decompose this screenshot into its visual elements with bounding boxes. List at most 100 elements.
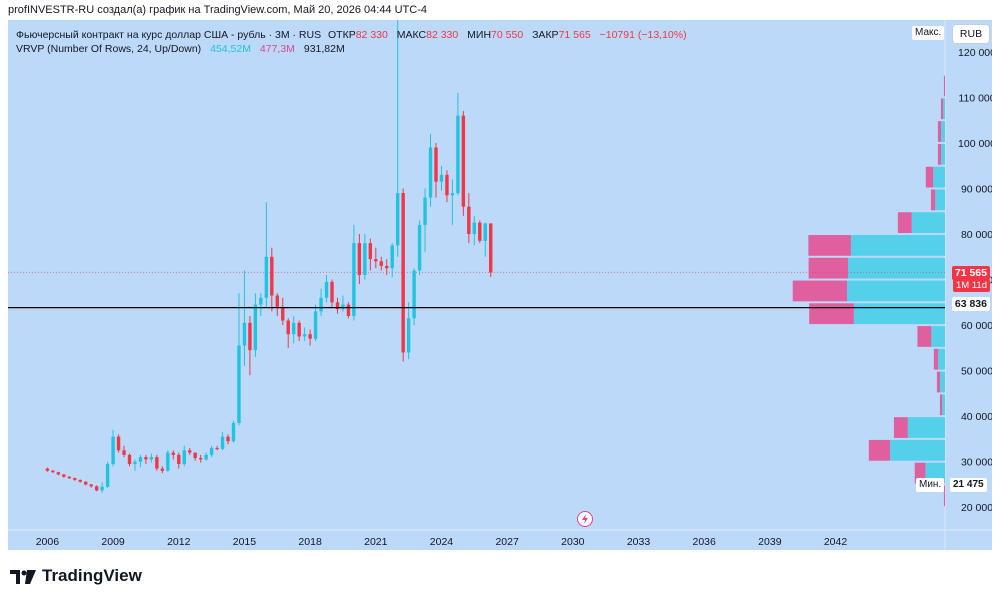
x-tick-label: 2030	[561, 536, 585, 548]
legend-open-label: ОТКР	[328, 29, 356, 41]
candle-body	[467, 206, 471, 235]
candle-body	[160, 468, 165, 471]
volume-profile-down-bar	[897, 212, 912, 234]
min-value-badge: 21 475	[950, 478, 987, 492]
candle-body	[215, 448, 219, 450]
candle-body	[111, 436, 115, 464]
candle-body	[275, 295, 279, 307]
volume-profile-down-bar	[937, 143, 942, 165]
candle-body	[302, 334, 307, 337]
candle-body	[149, 457, 154, 460]
volume-profile-down-bar	[937, 121, 942, 142]
x-tick-label: 2033	[627, 536, 651, 548]
legend-open-value: 82 330	[355, 29, 388, 41]
candle-body	[270, 256, 274, 296]
x-tick-label: 2024	[430, 536, 454, 548]
candle-body	[281, 306, 285, 321]
volume-profile-down-bar	[933, 348, 939, 370]
candle-body	[51, 470, 55, 473]
volume-profile-down-bar	[925, 166, 934, 188]
candle-body	[390, 245, 394, 269]
candle-body	[127, 454, 132, 464]
candle-body	[434, 147, 438, 182]
candle-body	[483, 223, 487, 241]
x-tick-label: 2042	[824, 536, 848, 548]
candle-body	[363, 243, 367, 275]
candle-body	[171, 452, 175, 455]
legend-high-label: МАКС	[396, 29, 427, 41]
y-tick-label: 110 000	[958, 92, 992, 104]
brand-name: TradingView	[42, 566, 142, 585]
candle-body	[226, 436, 230, 442]
candle-body	[368, 243, 373, 260]
x-tick-label: 2012	[167, 536, 191, 548]
x-tick-label: 2021	[364, 536, 388, 548]
candle-body	[478, 222, 482, 241]
candle-body	[182, 450, 186, 464]
candle-body	[166, 452, 170, 471]
candle-body	[84, 481, 88, 485]
volume-profile-down-bar	[868, 439, 891, 461]
y-tick-label: 30 000	[961, 457, 992, 469]
candle-body	[242, 322, 247, 346]
candle-body	[291, 322, 296, 335]
currency-button[interactable]: RUB	[952, 24, 990, 44]
volume-profile-up-bar	[943, 98, 945, 120]
x-tick-label: 2027	[495, 536, 519, 548]
candle-body	[395, 193, 400, 246]
volume-profile-up-bar	[935, 189, 945, 211]
y-tick-label: 50 000	[961, 366, 992, 378]
candle-body	[313, 311, 318, 339]
candle-body	[423, 197, 427, 225]
max-label-badge: Макс.	[912, 26, 945, 40]
y-tick-label: 100 000	[958, 138, 992, 150]
vrvp-up-volume: 454,52M	[210, 43, 251, 55]
candle-body	[122, 450, 126, 455]
candle-body	[155, 457, 159, 469]
legend-close-value: 71 565	[558, 29, 591, 41]
volume-profile-down-bar	[808, 257, 848, 279]
candle-body	[439, 174, 444, 182]
min-label-badge: Мин.	[916, 478, 945, 492]
volume-profile-down-bar	[943, 485, 945, 507]
candle-body	[116, 436, 121, 451]
candle-body	[220, 436, 225, 449]
volume-profile-up-bar	[847, 280, 945, 302]
tradingview-logo[interactable]: TradingView	[10, 566, 142, 586]
candle-body	[357, 243, 362, 275]
volume-profile-down-bar	[893, 417, 908, 438]
candle-body	[89, 484, 93, 487]
candle-body	[346, 304, 351, 316]
volume-profile-up-bar	[942, 394, 945, 416]
legend-vrvp-row: VRVP (Number Of Rows, 24, Up/Down) 454,5…	[16, 42, 687, 56]
lightning-icon[interactable]	[577, 511, 593, 527]
x-tick-label: 2015	[233, 536, 257, 548]
candle-body	[73, 478, 77, 480]
volume-profile-down-bar	[940, 98, 944, 120]
volume-profile-up-bar	[911, 212, 945, 234]
candle-body	[456, 115, 460, 194]
volume-profile-down-bar	[936, 371, 941, 393]
candle-body	[138, 457, 143, 462]
candle-body	[330, 281, 334, 303]
candle-body	[259, 297, 263, 305]
vrvp-label[interactable]: VRVP (Number Of Rows, 24, Up/Down)	[16, 43, 202, 55]
volume-profile-down-bar	[939, 394, 943, 416]
candle-body	[450, 193, 455, 196]
volume-profile-down-bar	[808, 235, 851, 256]
volume-profile-up-bar	[850, 235, 945, 256]
candle-body	[67, 476, 71, 479]
last-price-badge: 71 565	[951, 266, 990, 280]
candle-body	[248, 322, 252, 351]
countdown-badge: 1M 11d	[953, 279, 990, 292]
candle-body	[445, 174, 449, 196]
candle-body	[324, 281, 329, 298]
candle-body	[335, 302, 340, 310]
volume-profile-down-bar	[914, 462, 926, 484]
candle-body	[100, 486, 104, 491]
candle-body	[319, 297, 323, 312]
y-tick-label: 90 000	[961, 183, 992, 195]
candle-body	[105, 463, 110, 487]
y-tick-label: 40 000	[961, 411, 992, 423]
